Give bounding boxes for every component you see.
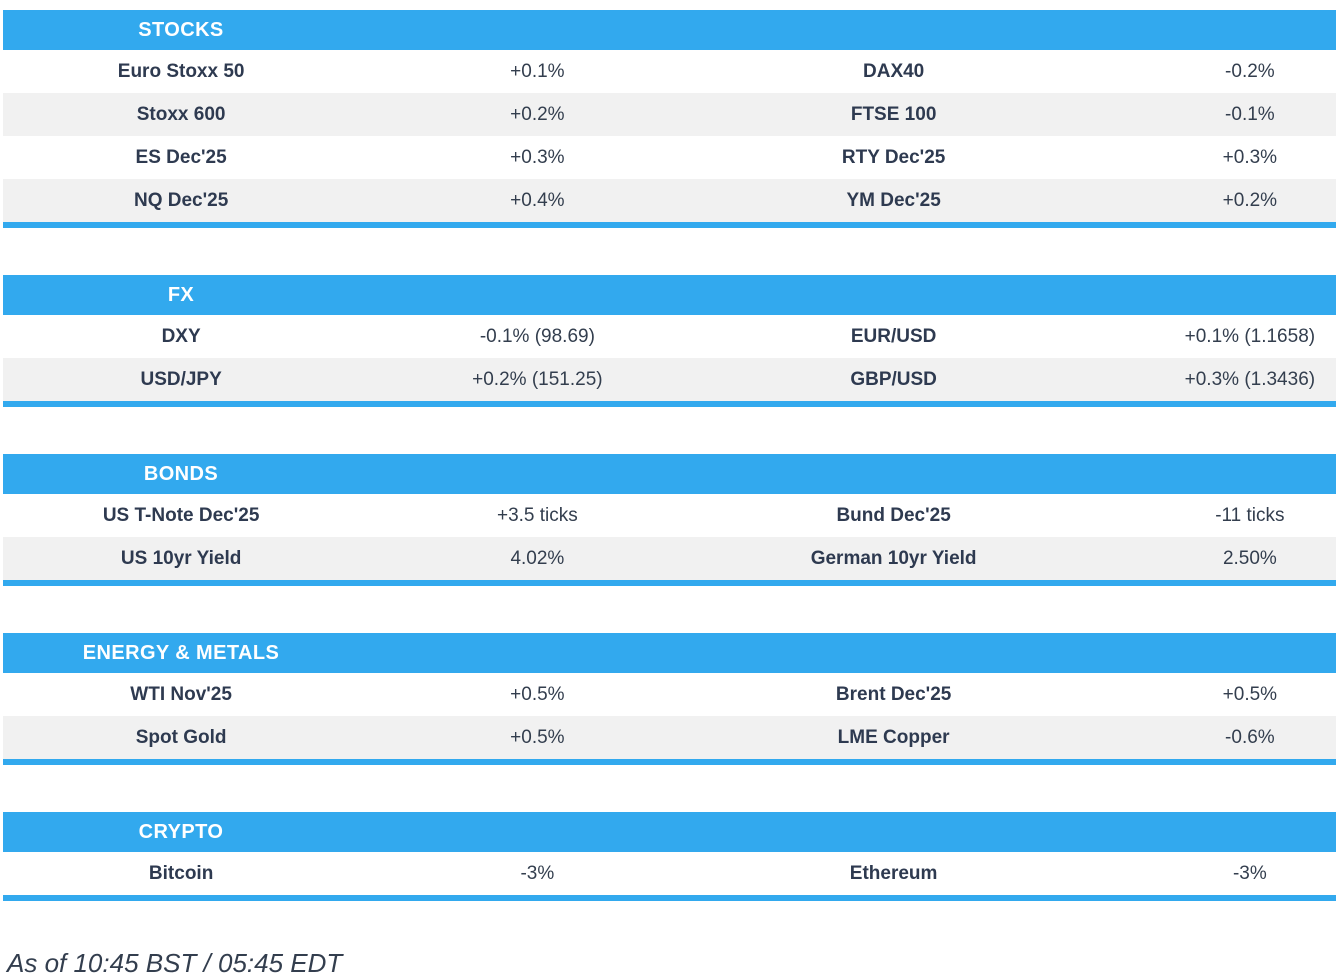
section-title: ENERGY & METALS [82,641,280,664]
instrument-change: +3.5 ticks [496,504,578,526]
section-title: FX [167,283,195,306]
instrument-name: DXY [161,325,201,347]
section-stocks: STOCKS Euro Stoxx 50 +0.1% DAX40 -0.2% S… [3,10,1336,228]
instrument-name: FTSE 100 [850,103,937,125]
instrument-name: US T-Note Dec'25 [102,504,260,526]
table-row: US 10yr Yield 4.02% German 10yr Yield 2.… [3,537,1336,580]
instrument-name: GBP/USD [850,368,937,390]
section-title: BONDS [143,462,219,485]
instrument-name: WTI Nov'25 [130,683,232,705]
instrument-name: Bitcoin [148,862,214,884]
section-bonds: BONDS US T-Note Dec'25 +3.5 ticks Bund D… [3,454,1336,586]
section-header-energy-metals: ENERGY & METALS [3,633,1336,673]
instrument-change: -0.1% [1225,103,1275,125]
instrument-change: +0.5% [510,726,565,748]
table-row: USD/JPY +0.2% (151.25) GBP/USD +0.3% (1.… [3,358,1336,401]
instrument-name: USD/JPY [140,368,222,390]
timestamp-note: As of 10:45 BST / 05:45 EDT [7,948,343,978]
instrument-name: Stoxx 600 [136,103,226,125]
section-fx: FX DXY -0.1% (98.69) EUR/USD +0.1% (1.16… [3,275,1336,407]
instrument-change: +0.1% [510,60,565,82]
instrument-name: RTY Dec'25 [841,146,946,168]
section-header-bonds: BONDS [3,454,1336,494]
instrument-change: +0.1% (1.1658) [1184,325,1316,347]
instrument-change: +0.3% [510,146,565,168]
table-row: ES Dec'25 +0.3% RTY Dec'25 +0.3% [3,136,1336,179]
section-rows: DXY -0.1% (98.69) EUR/USD +0.1% (1.1658)… [3,315,1336,401]
instrument-name: EUR/USD [850,325,937,347]
table-row: Spot Gold +0.5% LME Copper -0.6% [3,716,1336,759]
section-underline [3,580,1336,586]
instrument-change: -0.6% [1225,726,1275,748]
instrument-change: 2.50% [1222,547,1277,569]
section-crypto: CRYPTO Bitcoin -3% Ethereum -3% [3,812,1336,901]
instrument-name: US 10yr Yield [120,547,242,569]
section-header-fx: FX [3,275,1336,315]
table-row: US T-Note Dec'25 +3.5 ticks Bund Dec'25 … [3,494,1336,537]
instrument-name: Ethereum [849,862,938,884]
instrument-change: +0.5% [510,683,565,705]
section-underline [3,401,1336,407]
table-row: DXY -0.1% (98.69) EUR/USD +0.1% (1.1658) [3,315,1336,358]
section-underline [3,222,1336,228]
section-underline [3,759,1336,765]
instrument-change: -3% [1232,862,1267,884]
instrument-change: +0.4% [510,189,565,211]
table-row: Euro Stoxx 50 +0.1% DAX40 -0.2% [3,50,1336,93]
instrument-change: -0.2% [1225,60,1275,82]
instrument-name: Spot Gold [135,726,227,748]
section-rows: Bitcoin -3% Ethereum -3% [3,852,1336,895]
instrument-name: LME Copper [837,726,950,748]
section-rows: Euro Stoxx 50 +0.1% DAX40 -0.2% Stoxx 60… [3,50,1336,222]
section-title: STOCKS [138,18,224,41]
instrument-name: Bund Dec'25 [836,504,951,526]
section-rows: WTI Nov'25 +0.5% Brent Dec'25 +0.5% Spot… [3,673,1336,759]
instrument-change: -0.1% (98.69) [479,325,595,347]
instrument-change: +0.3% [1222,146,1278,168]
instrument-change: +0.2% [1222,189,1278,211]
instrument-name: YM Dec'25 [846,189,941,211]
instrument-change: +0.2% [510,103,565,125]
instrument-change: -11 ticks [1215,504,1285,526]
instrument-name: ES Dec'25 [135,146,227,168]
section-header-stocks: STOCKS [3,10,1336,50]
instrument-change: -3% [520,862,555,884]
section-underline [3,895,1336,901]
instrument-name: Euro Stoxx 50 [117,60,245,82]
instrument-name: NQ Dec'25 [133,189,229,211]
section-title: CRYPTO [138,820,224,843]
table-row: NQ Dec'25 +0.4% YM Dec'25 +0.2% [3,179,1336,222]
instrument-change: +0.2% (151.25) [472,368,603,390]
instrument-name: DAX40 [863,60,925,82]
section-rows: US T-Note Dec'25 +3.5 ticks Bund Dec'25 … [3,494,1336,580]
section-header-crypto: CRYPTO [3,812,1336,852]
section-energy-metals: ENERGY & METALS WTI Nov'25 +0.5% Brent D… [3,633,1336,765]
instrument-change: +0.5% [1222,683,1278,705]
instrument-name: Brent Dec'25 [835,683,952,705]
table-row: Bitcoin -3% Ethereum -3% [3,852,1336,895]
table-row: WTI Nov'25 +0.5% Brent Dec'25 +0.5% [3,673,1336,716]
instrument-name: German 10yr Yield [810,547,977,569]
instrument-change: 4.02% [510,547,565,569]
instrument-change: +0.3% (1.3436) [1184,368,1316,390]
table-row: Stoxx 600 +0.2% FTSE 100 -0.1% [3,93,1336,136]
